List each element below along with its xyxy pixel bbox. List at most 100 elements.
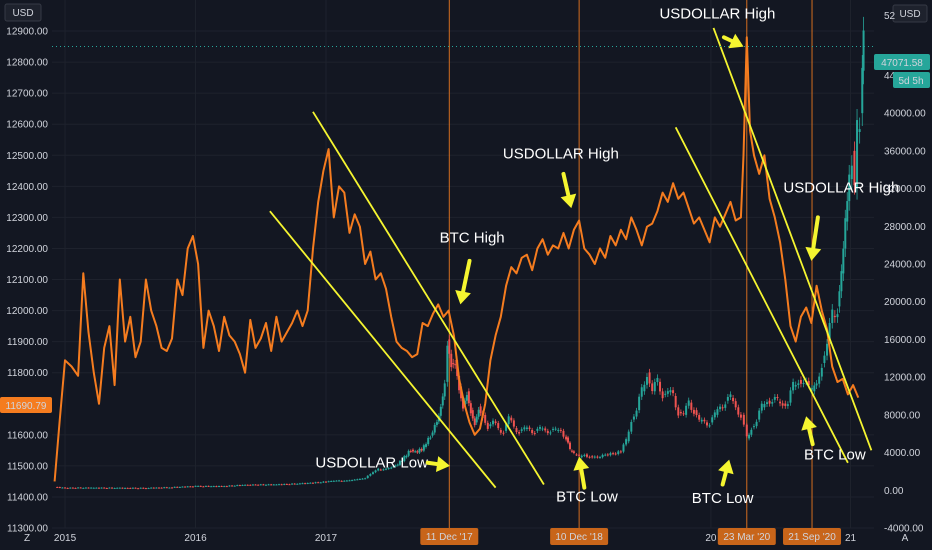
btc-candle (840, 271, 843, 292)
trendline[interactable] (674, 126, 849, 464)
btc-candle (298, 483, 301, 485)
btc-candle (401, 461, 404, 463)
btc-candle (409, 450, 412, 452)
btc-candle (275, 484, 278, 486)
btc-candle (604, 454, 607, 456)
btc-candle (56, 486, 59, 488)
btc-candle (721, 407, 724, 409)
btc-candle (786, 404, 789, 406)
btc-candle (71, 487, 74, 489)
btc-candle (510, 417, 513, 421)
btc-candle (838, 291, 841, 307)
annotation-arrow-shaft (721, 35, 734, 44)
timezone-icon[interactable]: Z (24, 533, 30, 544)
btc-candle (79, 487, 82, 489)
btc-candle (379, 469, 382, 471)
annotation-label: USDOLLAR High (503, 145, 619, 162)
btc-candle (64, 487, 67, 489)
btc-candle (392, 466, 395, 468)
btc-candle (433, 424, 436, 433)
btc-candle (779, 401, 782, 404)
btc-candle (518, 432, 521, 434)
btc-candle (656, 377, 659, 383)
btc-candle (202, 486, 205, 488)
btc-candle (792, 381, 795, 391)
btc-candle (262, 484, 265, 486)
btc-candle (593, 456, 596, 458)
btc-candle (599, 457, 601, 459)
annotation-label: USDOLLAR Low (315, 454, 428, 471)
btc-candle (638, 396, 641, 411)
date-badge: 11 Dec '17 (420, 528, 479, 545)
right-tick-label: 32000.00 (884, 184, 926, 195)
right-price-axis[interactable]: USD 52 44000.0040000.0036000.0032000.002… (874, 4, 930, 535)
btc-candle (405, 455, 408, 458)
btc-candle (674, 396, 677, 408)
left-price-axis[interactable]: USD 12900.00 12800.00 12700.00 12600.00 1250… (0, 3, 52, 535)
btc-candle (713, 412, 716, 418)
btc-candle (207, 485, 210, 487)
btc-candle (789, 390, 792, 403)
btc-candle (580, 455, 583, 458)
btc-candle (84, 487, 87, 489)
btc-candle (497, 423, 500, 429)
btc-candle (257, 484, 260, 486)
trendline[interactable] (312, 111, 545, 485)
grid (52, 0, 874, 529)
btc-candle (97, 487, 100, 489)
btc-candle (630, 421, 633, 432)
btc-candle (572, 451, 575, 453)
btc-candle (570, 450, 573, 452)
btc-candle (416, 451, 419, 453)
btc-candle (338, 480, 341, 482)
trendline[interactable] (712, 27, 873, 451)
btc-candle (836, 314, 839, 318)
btc-candle (142, 487, 145, 489)
btc-candle (502, 432, 505, 434)
btc-candle (304, 483, 307, 485)
right-countdown: 5d 5h (898, 76, 923, 87)
left-tick-label: 12800.00 (6, 58, 48, 69)
btc-candle (755, 421, 758, 427)
annotation-arrow-shaft (811, 215, 820, 251)
btc-candle (369, 474, 372, 476)
btc-candle (103, 487, 106, 489)
btc-candle (484, 414, 487, 423)
btc-candle (353, 479, 356, 481)
annotation-arrow-head (435, 456, 450, 473)
left-tick-label: 11600.00 (7, 430, 48, 441)
left-tick-label: 12300.00 (6, 213, 48, 224)
date-badge: 10 Dec '18 (550, 528, 609, 545)
btc-candle (505, 424, 508, 431)
auto-scale-icon[interactable]: A (902, 533, 909, 544)
right-tick-label: 40000.00 (884, 109, 926, 120)
btc-candle (270, 484, 273, 486)
annotations: USDOLLAR High USDOLLAR High USDOLLAR High B… (315, 6, 899, 508)
btc-candle (583, 454, 586, 456)
btc-candle (687, 400, 690, 406)
annotation-label: BTC Low (556, 489, 618, 506)
btc-candle (356, 479, 359, 481)
date-badge-label: 11 Dec '17 (426, 532, 473, 543)
trendline[interactable] (269, 210, 497, 489)
btc-candle (77, 487, 80, 489)
btc-candle (807, 380, 810, 386)
btc-candle (418, 448, 421, 453)
btc-candle (856, 120, 859, 189)
btc-candle (246, 484, 249, 486)
left-tick-label: 12600.00 (6, 120, 48, 131)
btc-candle (293, 483, 296, 485)
btc-candle (752, 426, 755, 428)
btc-candle (366, 475, 369, 479)
btc-candle (278, 484, 281, 486)
btc-candle (425, 444, 428, 447)
btc-candle (729, 394, 732, 397)
btc-candle (794, 385, 797, 387)
btc-candle (414, 451, 417, 453)
btc-candle (850, 165, 853, 180)
btc-candle (726, 396, 729, 401)
btc-candle (186, 486, 189, 488)
btc-candle (734, 401, 737, 408)
time-axis[interactable]: 2015 2016 2017 20 21 11 Dec '17 10 Dec '18 23 … (24, 528, 909, 545)
btc-candle (74, 487, 77, 489)
